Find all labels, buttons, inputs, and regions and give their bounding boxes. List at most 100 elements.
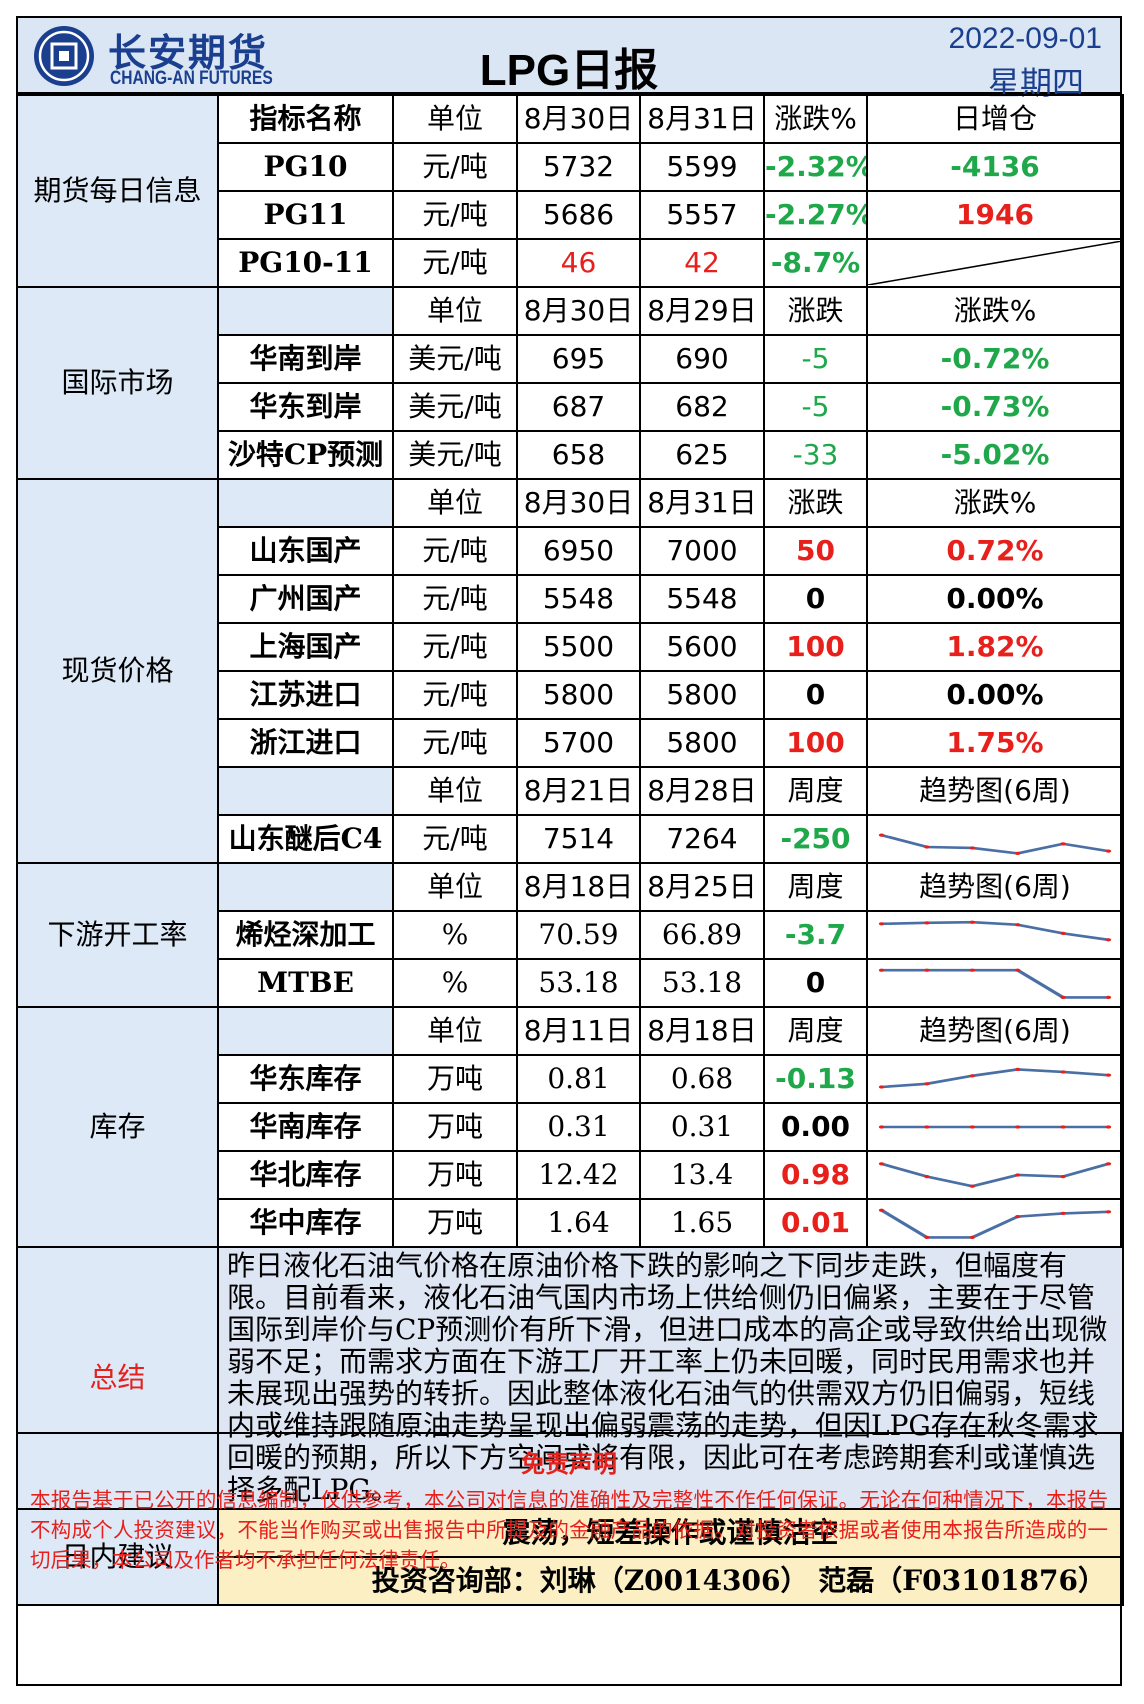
row-value: 687 [516, 382, 641, 432]
col-header: 趋势图(6周) [866, 1006, 1124, 1056]
sparkline-point [878, 1162, 885, 1166]
row-change-pct: 1.75% [866, 718, 1124, 768]
row-value: 5600 [639, 622, 765, 672]
row-unit: 万吨 [392, 1198, 518, 1248]
row-value: 70.59 [516, 910, 641, 960]
row-value: 7514 [516, 814, 641, 864]
row-change-pct: -0.72% [866, 334, 1124, 384]
table-row: MTBE % 53.18 53.18 0 [17, 958, 1124, 1008]
row-name: PG11 [217, 190, 394, 240]
disclaimer-text: 本报告基于已公开的信息编制，仅供参考，本公司对信息的准确性及完整性不作任何保证。… [30, 1488, 1108, 1572]
row-change: 100 [763, 718, 868, 768]
sparkline-point [924, 1125, 930, 1129]
row-unit: 美元/吨 [392, 430, 518, 480]
row-name: 华东到岸 [217, 382, 394, 432]
col-header: 8月21日 [516, 766, 641, 816]
table-row: 华北库存 万吨 12.42 13.4 0.98 [17, 1150, 1124, 1200]
downstream-header-row: 下游开工率 单位 8月18日 8月25日 周度 趋势图(6周) [16, 862, 1124, 1008]
sparkline-north-inventory [878, 1162, 1112, 1188]
row-name: 广州国产 [217, 574, 394, 624]
company-logo-icon [34, 26, 94, 86]
sparkline-point [1105, 938, 1112, 942]
row-unit: 美元/吨 [392, 334, 518, 384]
trend-chart-cell [866, 1150, 1124, 1200]
row-change-pct: -2.32% [763, 142, 868, 192]
row-change: -250 [763, 814, 868, 864]
row-unit: 万吨 [392, 1150, 518, 1200]
col-header: 8月31日 [639, 478, 765, 528]
row-name: 上海国产 [217, 622, 394, 672]
row-change-pct: -8.7% [763, 238, 868, 288]
brand-name-cn: 长安期货 [108, 31, 269, 75]
table-row: 上海国产 元/吨 5500 5600 100 1.82% [17, 622, 1124, 672]
row-unit: % [392, 910, 518, 960]
col-header: 趋势图(6周) [866, 862, 1124, 912]
row-name: 沙特CP预测 [217, 430, 394, 480]
row-name: 山东醚后C4 [217, 814, 394, 864]
sparkline-point [1105, 849, 1112, 853]
summary-text: 昨日液化石油气价格在原油价格下跌的影响之下同步走跌，但幅度有限。目前看来，液化石… [217, 1246, 1124, 1510]
col-header [217, 478, 394, 528]
col-header: 涨跌 [763, 286, 868, 336]
row-name: 华东库存 [217, 1054, 394, 1104]
row-change: 0.00 [763, 1102, 868, 1152]
sparkline-line [881, 968, 1109, 999]
sparkline-point [1014, 851, 1021, 855]
row-change-pct: -0.73% [866, 382, 1124, 432]
row-value: 5500 [516, 622, 641, 672]
row-change: 0.98 [763, 1150, 868, 1200]
row-value: 1.65 [639, 1198, 765, 1248]
row-change: 0 [763, 574, 868, 624]
sparkline-point [878, 1125, 885, 1129]
consultant-row: 投资咨询部：刘琳（Z0014306） 范磊（F03101876） [17, 1556, 1124, 1606]
sparkline-point [924, 968, 930, 972]
sparkline-point [924, 1082, 930, 1086]
sparkline-point [1105, 1073, 1112, 1077]
row-value: 0.31 [516, 1102, 641, 1152]
summary-label: 总结 [16, 1246, 219, 1510]
row-value: 12.42 [516, 1150, 641, 1200]
sparkline-point [878, 833, 885, 837]
trend-chart-cell [866, 814, 1124, 864]
sparkline-point [1014, 968, 1021, 972]
row-value: 0.68 [639, 1054, 765, 1104]
disclaimer-box: 免责声明 本报告基于已公开的信息编制，仅供参考，本公司对信息的准确性及完整性不作… [16, 1432, 1122, 1686]
row-unit: 元/吨 [392, 622, 518, 672]
sparkline-point [924, 921, 930, 925]
sparkline-c4 [878, 833, 1112, 855]
row-value: 0.31 [639, 1102, 765, 1152]
row-change: -33 [763, 430, 868, 480]
row-change: 100 [763, 622, 868, 672]
table-row: 江苏进口 元/吨 5800 5800 0 0.00% [17, 670, 1124, 720]
empty-diagonal-cell [866, 238, 1124, 288]
table-row: 山东醚后C4 元/吨 7514 7264 -250 [17, 814, 1124, 864]
table-row: 华东到岸 美元/吨 687 682 -5 -0.73% [17, 382, 1124, 432]
row-value: 625 [639, 430, 765, 480]
col-header: 8月30日 [516, 478, 641, 528]
advice-label: 日内建议 [16, 1508, 219, 1606]
table-row: 华南到岸 美元/吨 695 690 -5 -0.72% [17, 334, 1124, 384]
row-name: 华北库存 [217, 1150, 394, 1200]
sparkline-point [1060, 1211, 1066, 1215]
col-header: 趋势图(6周) [866, 766, 1124, 816]
row-change: -0.13 [763, 1054, 868, 1104]
col-header: 8月30日 [516, 94, 641, 144]
row-change-pct: 0.00% [866, 670, 1124, 720]
sparkline-point [969, 968, 976, 972]
sparkline-point [924, 845, 930, 849]
row-unit: 元/吨 [392, 142, 518, 192]
sparkline-point [1014, 1067, 1021, 1071]
row-unit: 元/吨 [392, 526, 518, 576]
row-change: 0.01 [763, 1198, 868, 1248]
col-header: 涨跌 [763, 478, 868, 528]
sparkline-point [969, 1184, 976, 1188]
row-value: 5686 [516, 190, 641, 240]
sparkline-point [1105, 995, 1112, 999]
row-change: 0 [763, 670, 868, 720]
col-header: 单位 [392, 766, 518, 816]
col-header: 8月18日 [639, 1006, 765, 1056]
row-open-interest: -4136 [866, 142, 1124, 192]
table-row: 华南库存 万吨 0.31 0.31 0.00 [17, 1102, 1124, 1152]
table-row: PG11 元/吨 5686 5557 -2.27% 1946 [17, 190, 1124, 240]
row-value: 658 [516, 430, 641, 480]
